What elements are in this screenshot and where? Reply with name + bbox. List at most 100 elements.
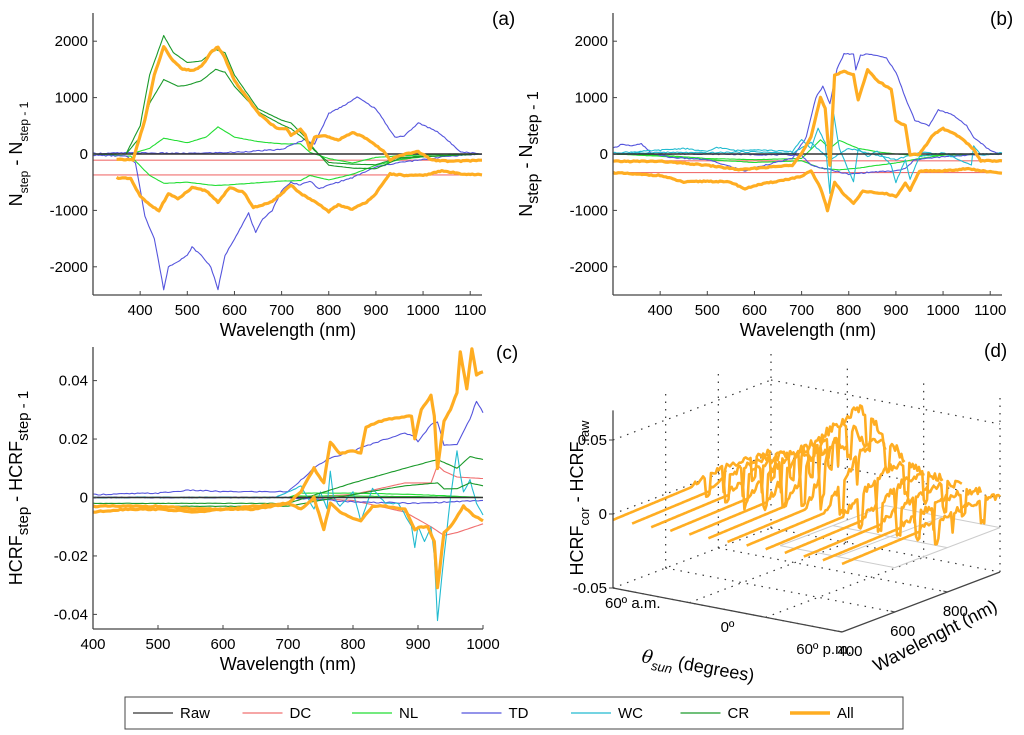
grid-line [765, 556, 924, 618]
panel-b-lines [612, 52, 1003, 213]
panel-b-y-axis-title: Nstep - Nstep - 1 [516, 91, 542, 217]
y-tick-label: 0.04 [59, 373, 88, 390]
x-tick-label: 700 [275, 636, 300, 653]
legend-entry-dc: DC [242, 705, 311, 722]
legend: Raw DC NL TD WC CR All [124, 696, 904, 730]
panel-b-x-axis-title: Wavelength (nm) [740, 320, 876, 340]
legend-entries: Raw DC NL TD WC CR All [133, 705, 854, 722]
plane-grid-line [894, 527, 1001, 569]
sun-axis [612, 587, 843, 633]
x-tick-label: 500 [145, 636, 170, 653]
panel-c-x-ticks: 400 500 600 700 800 900 1000 [80, 625, 500, 653]
legend-label: TD [509, 705, 529, 722]
panel-d-z-axis-title: HCRFcor - HCRFraw [567, 420, 592, 576]
x-tick-label: 900 [883, 302, 908, 319]
series-line-all [612, 68, 1003, 172]
wavelength-tick-label: 400 [837, 643, 862, 660]
wavelength-tick-mark [837, 630, 843, 633]
panel-c-y-ticks: -0.04 -0.02 0 0.02 0.04 [54, 373, 97, 623]
y-tick-label: -0.04 [54, 606, 88, 623]
y-tick-label: 2000 [55, 33, 88, 50]
series-line-all-3d [688, 433, 849, 536]
panel-b-y-ticks: -2000 -1000 0 1000 2000 [570, 33, 617, 276]
y-tick-label: 2000 [575, 33, 608, 50]
grid-line [770, 379, 1001, 425]
z-tick-label: 0 [599, 506, 607, 523]
x-tick-label: 1100 [974, 302, 1006, 319]
grid-line [689, 542, 848, 604]
y-tick-label: 1000 [55, 90, 88, 107]
series-line-td [92, 96, 483, 155]
panel-d-x-axis-title: θsun (degrees) [639, 646, 755, 690]
y-tick-label: -1000 [570, 202, 608, 219]
panel-c-x-axis-title: Wavelength (nm) [220, 654, 356, 674]
y-tick-label: -1000 [50, 202, 88, 219]
legend-label: Raw [180, 705, 210, 722]
panel-b-label: (b) [990, 9, 1013, 30]
series-line-nl [612, 139, 1003, 161]
wavelength-tick-mark [890, 610, 895, 613]
panel-d-label: (d) [984, 341, 1007, 362]
y-tick-label: -2000 [570, 259, 608, 276]
grid-line [665, 567, 895, 613]
series-line-nl [92, 126, 483, 164]
panel-c-label: (c) [496, 343, 518, 364]
legend-label: CR [728, 705, 750, 722]
wavelength-tick-label: 800 [943, 603, 968, 620]
series-line-all [116, 44, 482, 164]
series-line-nl [612, 153, 1003, 171]
x-tick-label: 1000 [926, 302, 959, 319]
panel-c-lines [92, 347, 484, 622]
x-tick-label: 700 [789, 302, 814, 319]
series-line-all-3d [727, 404, 887, 544]
plane-grid-line [832, 525, 948, 549]
series-line-all-3d [631, 450, 792, 525]
legend-entry-all: All [790, 705, 854, 722]
panel-a-label: (a) [492, 9, 515, 30]
x-tick-label: 1000 [406, 302, 439, 319]
legend-entry-td: TD [461, 705, 529, 722]
x-tick-label: 600 [742, 302, 767, 319]
legend-entry-raw: Raw [133, 705, 210, 722]
series-line-td [93, 153, 483, 291]
panel-a-x-ticks: 400 500 600 700 800 900 1000 1100 [128, 291, 486, 319]
y-tick-label: 0 [80, 489, 88, 506]
grid-line [612, 527, 772, 589]
x-tick-label: 900 [405, 636, 430, 653]
panel-a-y-ticks: -2000 -1000 0 1000 2000 [50, 33, 97, 276]
series-line-all-3d [612, 448, 772, 522]
grid-line [612, 379, 772, 441]
series-line-all-3d [669, 443, 830, 533]
series-line-all-3d [746, 437, 906, 547]
x-tick-label: 700 [269, 302, 294, 319]
y-tick-label: 0.02 [59, 431, 88, 448]
x-tick-label: 500 [175, 302, 200, 319]
z-tick-label: 0.05 [578, 432, 607, 449]
legend-label: All [837, 705, 854, 722]
y-tick-label: 1000 [575, 90, 608, 107]
series-line-all-3d [841, 493, 1001, 566]
series-line-all-3d [650, 450, 811, 529]
series-line-all-3d [822, 486, 983, 562]
x-tick-label: 1000 [466, 636, 499, 653]
series-line-all-3d [803, 479, 963, 558]
panel-a-lines [92, 34, 483, 291]
legend-entry-nl: NL [352, 705, 418, 722]
x-tick-label: 400 [128, 302, 153, 319]
legend-entry-cr: CR [680, 705, 750, 722]
series-line-dc [93, 464, 484, 499]
sun-tick-label: 0º [721, 619, 735, 636]
panel-b: 400 500 600 700 800 900 1000 1100 -2000 -1000 0 10… [516, 9, 1013, 340]
panel-d-lines [612, 404, 1001, 566]
x-tick-label: 400 [80, 636, 105, 653]
series-line-all [92, 495, 484, 590]
series-line-all [92, 347, 484, 512]
wavelength-axis [841, 571, 1001, 633]
series-line-all-3d [765, 460, 925, 551]
x-tick-label: 900 [363, 302, 388, 319]
series-line-td [92, 400, 484, 496]
y-tick-label: -0.02 [54, 548, 88, 565]
panel-c: 400 500 600 700 800 900 1000 -0.04 -0.02 0 0.02 0.… [6, 343, 518, 674]
series-line-cr [92, 68, 483, 166]
